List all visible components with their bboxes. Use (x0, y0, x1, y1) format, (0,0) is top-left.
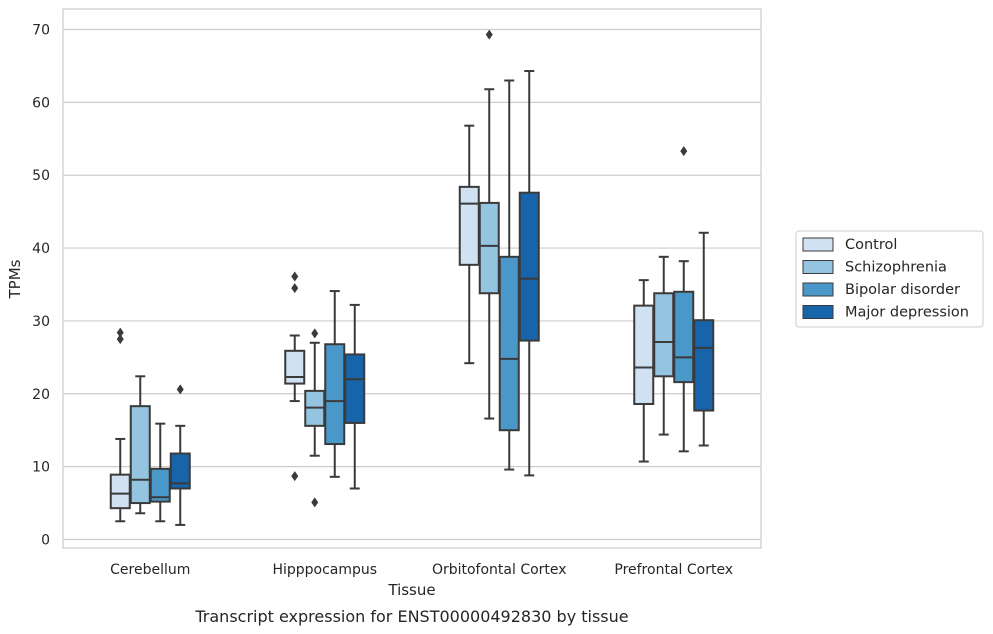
legend-swatch (802, 305, 834, 319)
y-tick-label: 0 (41, 533, 50, 549)
box-bipolar-disorder (498, 79, 520, 471)
box-major-depression (344, 303, 366, 490)
iqr-box (169, 452, 191, 490)
iqr-box (673, 290, 695, 384)
box-schizophrenia (304, 328, 326, 508)
outlier-point (311, 328, 319, 339)
iqr-box (478, 201, 500, 295)
x-axis-label: Tissue (387, 581, 435, 599)
iqr-box (458, 185, 480, 266)
box-control (109, 327, 131, 523)
legend-swatch (802, 237, 834, 252)
box-control (458, 124, 480, 365)
x-tick-label: Cerebellum (110, 562, 190, 578)
y-tick-label: 10 (32, 460, 50, 476)
legend-swatch (802, 260, 834, 274)
x-tick-labels: Cerebellum Hipppocampus Orbitofontal Corte… (110, 562, 733, 578)
iqr-box (633, 304, 655, 405)
box-control (284, 271, 306, 482)
x-tick-label: Orbitofontal Cortex (432, 562, 567, 578)
box-schizophrenia (478, 29, 500, 420)
iqr-box (653, 292, 675, 378)
iqr-box (109, 473, 131, 510)
x-tick-label: Hipppocampus (272, 562, 377, 578)
box-groups (109, 29, 715, 526)
box-schizophrenia (129, 375, 151, 515)
legend-label: Schizophrenia (845, 260, 947, 276)
legend-label: Major depression (845, 305, 969, 321)
outlier-point (176, 384, 184, 395)
legend-frame (795, 230, 984, 328)
plot-frame (62, 8, 762, 549)
y-tick-label: 50 (32, 168, 50, 184)
box-bipolar-disorder (673, 146, 695, 453)
grid-lines (63, 28, 761, 541)
legend-label: Bipolar disorder (845, 282, 960, 298)
outlier-point (485, 29, 493, 40)
legend-swatch (802, 282, 834, 297)
iqr-box (518, 191, 540, 342)
iqr-box (129, 405, 151, 505)
outlier-point (311, 497, 319, 508)
legend: Control Schizophrenia Bipolar disorder Majo… (795, 230, 984, 328)
iqr-box (344, 353, 366, 424)
box-major-depression (169, 384, 191, 526)
box-major-depression (693, 231, 715, 447)
iqr-box (693, 319, 715, 412)
y-tick-label: 70 (32, 23, 50, 39)
y-axis-label: TPMs (6, 259, 24, 299)
y-tick-label: 40 (32, 241, 50, 257)
y-tick-label: 60 (32, 95, 50, 111)
box-bipolar-disorder (324, 290, 346, 478)
iqr-box (284, 349, 306, 385)
outlier-point (116, 334, 124, 345)
box-schizophrenia (653, 255, 675, 436)
y-tick-label: 30 (32, 314, 50, 330)
box-control (633, 279, 655, 463)
x-tick-label: Prefrontal Cortex (614, 562, 733, 578)
outlier-point (291, 271, 299, 282)
box-major-depression (518, 70, 540, 477)
legend-label: Control (845, 237, 897, 253)
outlier-point (116, 327, 124, 338)
outlier-point (291, 283, 299, 294)
outlier-point (680, 146, 688, 157)
iqr-box (498, 255, 520, 432)
outlier-point (291, 471, 299, 482)
y-tick-labels: 0 10 20 30 40 50 60 70 (32, 23, 50, 549)
chart-caption: Transcript expression for ENST0000049283… (194, 607, 628, 626)
y-tick-label: 20 (32, 387, 50, 403)
iqr-box (324, 343, 346, 446)
box-bipolar-disorder (149, 422, 171, 523)
